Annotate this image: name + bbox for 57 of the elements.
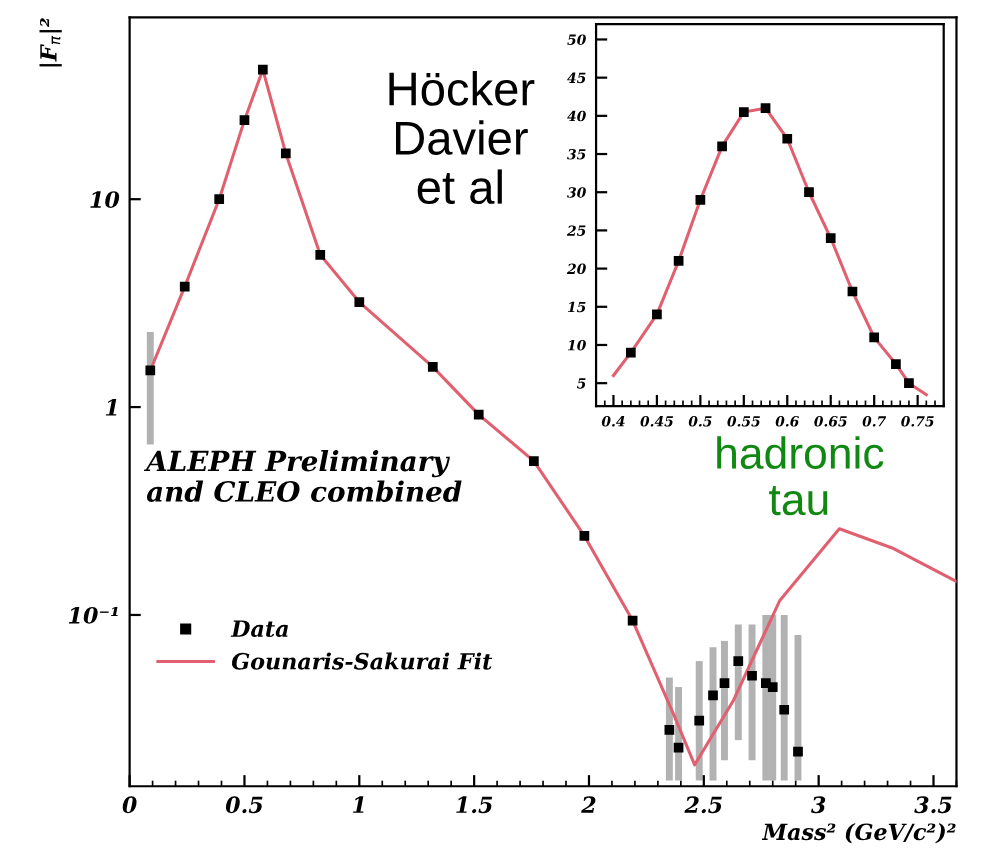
x-tick-label: 3 — [811, 796, 826, 814]
point — [694, 715, 705, 726]
x-tick-label: 1.5 — [456, 796, 493, 814]
legend-label: Data — [230, 620, 288, 638]
point — [179, 281, 190, 292]
x-tick-label: 2 — [581, 796, 596, 813]
point — [257, 64, 268, 75]
point — [825, 233, 836, 243]
point — [869, 332, 880, 343]
point — [239, 115, 250, 126]
point — [579, 531, 590, 541]
legend-label: Gounaris-Sakurai Fit — [231, 652, 493, 670]
point — [695, 195, 706, 205]
x-axis-title: Mass² (GeV/c²)² — [761, 823, 956, 844]
point — [779, 704, 790, 715]
point — [708, 690, 718, 701]
point — [214, 194, 225, 205]
point — [473, 409, 484, 420]
point — [719, 678, 730, 688]
x-tick-label: 3.5 — [914, 796, 952, 814]
y-tick-label: 1 — [105, 399, 117, 416]
y-axis-title: |F$_{π}$|² — [39, 18, 62, 67]
point — [738, 107, 749, 117]
line-series — [611, 106, 928, 397]
annotation: ALEPH Preliminary and CLEO combined — [143, 449, 462, 502]
x-tick-label: 0.5 — [225, 796, 263, 814]
point — [652, 309, 662, 320]
point — [354, 297, 365, 307]
point — [904, 378, 914, 389]
point — [804, 187, 814, 198]
point — [767, 682, 778, 692]
annotation: hadronic tau — [717, 436, 884, 516]
point — [529, 456, 539, 466]
point — [760, 103, 771, 114]
x-tick-label: 2.5 — [684, 796, 722, 814]
point — [847, 286, 858, 297]
point — [891, 359, 901, 369]
point — [280, 148, 291, 159]
point — [733, 656, 744, 666]
point — [427, 362, 438, 372]
point — [673, 256, 684, 266]
point — [717, 141, 727, 152]
x-tick-label: 1 — [353, 796, 364, 813]
point — [782, 133, 793, 144]
annotation: Höcker Davier et al — [389, 71, 535, 205]
x-tick-label: 0 — [122, 796, 137, 814]
point — [747, 670, 757, 681]
point — [627, 615, 638, 626]
point — [664, 725, 675, 735]
y-tick-label: 10 — [90, 191, 120, 208]
point — [315, 249, 326, 260]
point — [673, 742, 684, 753]
y-tick-label: 10⁻¹ — [68, 606, 118, 624]
point — [760, 678, 771, 688]
point — [145, 365, 156, 376]
point — [625, 347, 636, 358]
point — [793, 746, 803, 757]
